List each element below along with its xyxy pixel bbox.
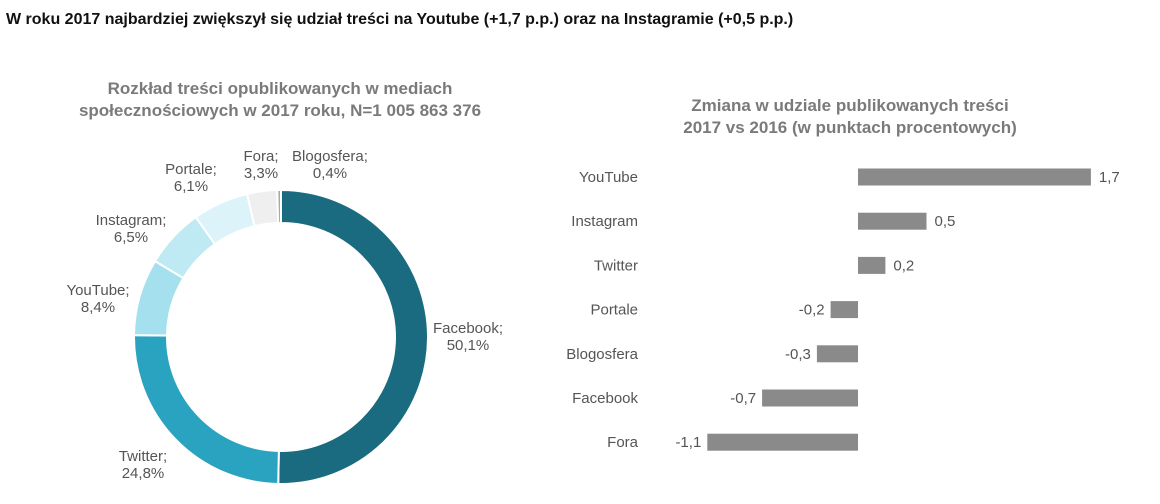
donut-title-line-1: Rozkład treści opublikowanych w mediach xyxy=(107,79,453,98)
donut-slice-facebook xyxy=(277,188,429,485)
bar-youtube xyxy=(858,168,1091,186)
value-label-twitter: 0,2 xyxy=(893,257,914,274)
value-label-youtube: 1,7 xyxy=(1099,169,1120,186)
category-label-instagram: Instagram xyxy=(571,213,638,230)
bar-portale xyxy=(830,301,858,319)
bar-title-line-2: 2017 vs 2016 (w punktach procentowych) xyxy=(683,118,1017,137)
category-label-youtube: YouTube xyxy=(579,169,638,186)
value-label-facebook: -0,7 xyxy=(730,390,756,407)
donut-label-facebook: Facebook; 50,1% xyxy=(433,320,503,354)
donut-title-line-2: społecznościowych w 2017 roku, N=1 005 8… xyxy=(78,101,482,120)
page-headline: W roku 2017 najbardziej zwiększył się ud… xyxy=(6,11,794,28)
category-label-blogosfera: Blogosfera xyxy=(566,346,638,363)
category-label-portale: Portale xyxy=(590,302,638,319)
bar-facebook xyxy=(762,389,858,407)
bar-blogosfera xyxy=(816,345,858,363)
value-label-instagram: 0,5 xyxy=(935,213,956,230)
bar-instagram xyxy=(858,212,927,230)
value-label-portale: -0,2 xyxy=(799,302,825,319)
donut-slice-blogosfera xyxy=(276,188,282,225)
donut-label-fora: Fora; 3,3% xyxy=(243,148,278,182)
value-label-fora: -1,1 xyxy=(675,434,701,451)
category-label-twitter: Twitter xyxy=(594,257,638,274)
donut-label-blogosfera: Blogosfera; 0,4% xyxy=(292,148,368,182)
category-label-facebook: Facebook xyxy=(572,390,638,407)
donut-label-instagram: Instagram; 6,5% xyxy=(96,212,167,246)
bar-title-line-1: Zmiana w udziale publikowanych treści xyxy=(691,96,1009,115)
donut-chart-title: Rozkład treści opublikowanych w mediach … xyxy=(40,78,520,122)
donut-label-portale: Portale; 6,1% xyxy=(165,161,217,195)
bar-chart-title: Zmiana w udziale publikowanych treści 20… xyxy=(610,95,1090,139)
category-label-fora: Fora xyxy=(607,434,639,451)
donut-label-youtube: YouTube; 8,4% xyxy=(66,282,129,316)
donut-label-twitter: Twitter; 24,8% xyxy=(119,448,167,482)
value-label-blogosfera: -0,3 xyxy=(785,346,811,363)
bar-fora xyxy=(707,433,858,451)
bar-twitter xyxy=(858,256,886,274)
donut-chart: Facebook; 50,1% Twitter; 24,8% YouTube; 8,4% I… xyxy=(66,148,503,485)
